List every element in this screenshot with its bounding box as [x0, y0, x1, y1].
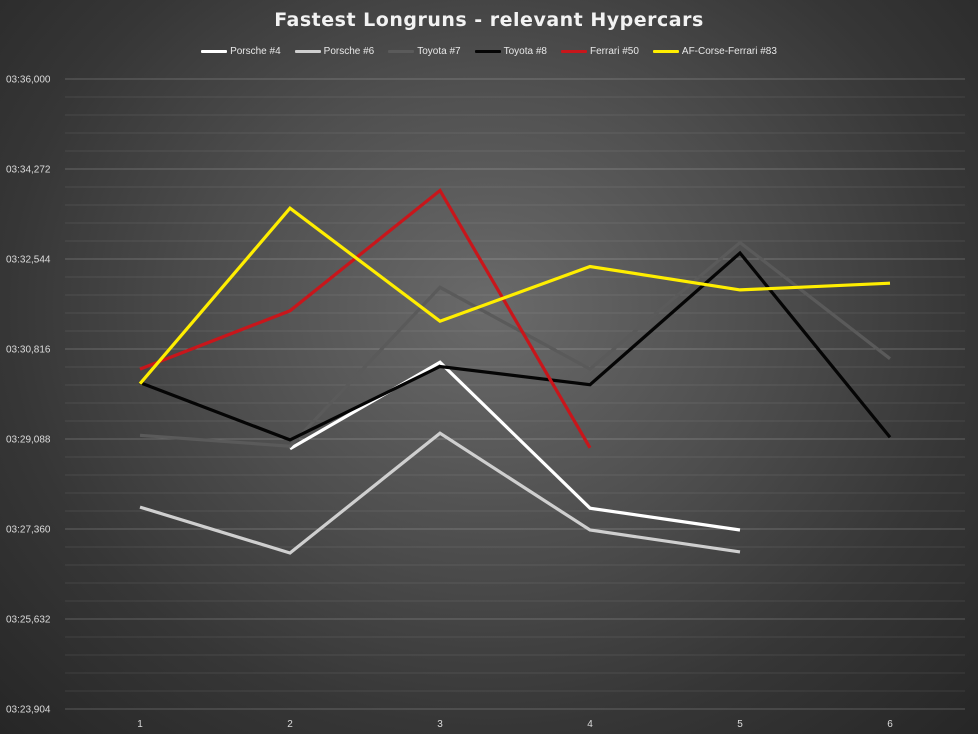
- x-tick-label: 6: [887, 719, 893, 730]
- legend-label: AF-Corse-Ferrari #83: [681, 46, 777, 57]
- legend-swatch: [652, 50, 679, 53]
- series-line-toyota-8: [139, 250, 892, 442]
- series-line-ferrari-50: [139, 188, 592, 449]
- legend-entry: Ferrari #50: [561, 46, 639, 57]
- series-line-porsche-4: [289, 360, 741, 532]
- x-tick-label: 2: [287, 719, 293, 730]
- legend-swatch: [474, 50, 501, 53]
- legend-label: Porsche #4: [230, 46, 281, 57]
- series-line-porsche-6: [139, 431, 741, 555]
- chart-title: Fastest Longruns - relevant Hypercars: [274, 9, 704, 31]
- y-tick-label: 03:36,000: [6, 75, 51, 86]
- series-line-af-corse-ferrari-83: [138, 206, 891, 385]
- legend: Porsche #4 Porsche #6 Toyota #7 Toyota #8 Fe…: [0, 46, 978, 57]
- legend-swatch: [294, 50, 321, 53]
- x-tick-label: 5: [737, 719, 743, 730]
- x-tick-label: 3: [437, 719, 443, 730]
- legend-swatch: [388, 50, 415, 53]
- y-tick-label: 03:25,632: [6, 615, 51, 626]
- y-tick-label: 03:32,544: [6, 255, 51, 266]
- legend-entry: Porsche #4: [201, 46, 281, 57]
- legend-label: Toyota #8: [503, 46, 547, 57]
- legend-entry: Toyota #8: [474, 46, 547, 57]
- gridlines: [65, 78, 965, 710]
- y-tick-label: 03:34,272: [6, 165, 51, 176]
- y-tick-label: 03:23,904: [6, 705, 51, 716]
- series-line-toyota-7: [139, 240, 891, 448]
- y-tick-label: 03:30,816: [6, 345, 51, 356]
- legend-swatch: [201, 50, 228, 53]
- legend-entry: Toyota #7: [388, 46, 461, 57]
- legend-entry: AF-Corse-Ferrari #83: [652, 46, 777, 57]
- legend-label: Toyota #7: [417, 46, 461, 57]
- legend-entry: Porsche #6: [294, 46, 375, 57]
- legend-label: Porsche #6: [323, 46, 375, 57]
- legend-swatch: [561, 50, 587, 53]
- legend-label: Ferrari #50: [590, 46, 639, 57]
- x-tick-label: 4: [587, 719, 593, 730]
- y-tick-label: 03:29,088: [6, 435, 51, 446]
- y-tick-label: 03:27,360: [6, 525, 51, 536]
- x-tick-label: 1: [137, 719, 143, 730]
